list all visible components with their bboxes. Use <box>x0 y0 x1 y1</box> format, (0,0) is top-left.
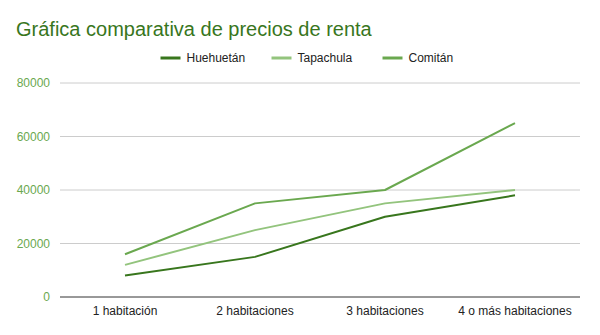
x-tick-label: 4 o más habitaciones <box>458 304 571 318</box>
y-tick-label: 20000 <box>17 237 51 251</box>
series-line <box>125 123 515 254</box>
legend-swatch <box>383 57 403 60</box>
x-tick-label: 2 habitaciones <box>216 304 293 318</box>
y-tick-label: 40000 <box>17 183 51 197</box>
legend-label: Huehuetán <box>187 51 246 65</box>
grid-line <box>60 297 580 298</box>
grid-line <box>60 136 580 137</box>
grid-line <box>60 83 580 84</box>
x-tick-label: 3 habitaciones <box>346 304 423 318</box>
y-tick-label: 80000 <box>17 76 51 90</box>
series-line <box>125 195 515 275</box>
series-line <box>125 190 515 265</box>
plot-area <box>125 123 515 275</box>
grid-line <box>60 243 580 244</box>
legend-swatch <box>161 57 181 60</box>
legend-label: Comitán <box>409 51 454 65</box>
y-tick-label: 0 <box>43 290 50 304</box>
x-tick-label: 1 habitación <box>93 304 158 318</box>
chart-svg: Gráfica comparativa de precios de renta 0… <box>0 0 600 335</box>
legend-swatch <box>272 57 292 60</box>
y-tick-label: 60000 <box>17 130 51 144</box>
chart-title: Gráfica comparativa de precios de renta <box>16 18 373 40</box>
chart-container: Gráfica comparativa de precios de renta 0… <box>0 0 600 335</box>
legend-label: Tapachula <box>298 51 353 65</box>
